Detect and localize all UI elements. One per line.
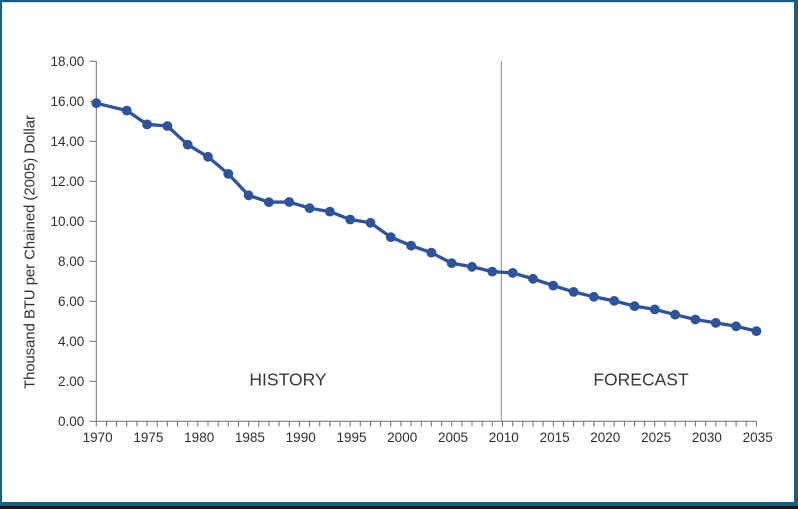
svg-text:14.00: 14.00 <box>51 134 85 149</box>
svg-text:FORECAST: FORECAST <box>593 370 689 390</box>
svg-text:2010: 2010 <box>489 430 519 445</box>
svg-text:8.00: 8.00 <box>58 254 84 269</box>
svg-text:2030: 2030 <box>692 430 722 445</box>
svg-text:10.00: 10.00 <box>51 214 85 229</box>
svg-text:4.00: 4.00 <box>58 334 84 349</box>
svg-text:2015: 2015 <box>540 430 570 445</box>
svg-text:2.00: 2.00 <box>58 374 84 389</box>
svg-text:2035: 2035 <box>743 430 773 445</box>
svg-text:1975: 1975 <box>133 430 163 445</box>
svg-text:1995: 1995 <box>336 430 366 445</box>
svg-text:6.00: 6.00 <box>58 294 84 309</box>
svg-text:Thousand BTU per Chained (2005: Thousand BTU per Chained (2005) Dollar <box>23 115 39 389</box>
svg-text:2005: 2005 <box>438 430 468 445</box>
svg-text:HISTORY: HISTORY <box>249 370 326 390</box>
svg-text:1980: 1980 <box>184 430 214 445</box>
svg-text:0.00: 0.00 <box>58 414 84 429</box>
svg-text:16.00: 16.00 <box>51 94 85 109</box>
svg-text:1985: 1985 <box>235 430 265 445</box>
svg-text:12.00: 12.00 <box>51 174 85 189</box>
svg-text:2020: 2020 <box>590 430 620 445</box>
svg-text:2000: 2000 <box>387 430 417 445</box>
svg-text:2025: 2025 <box>641 430 671 445</box>
svg-text:18.00: 18.00 <box>51 54 85 69</box>
svg-text:1970: 1970 <box>83 430 113 445</box>
svg-text:1990: 1990 <box>286 430 316 445</box>
